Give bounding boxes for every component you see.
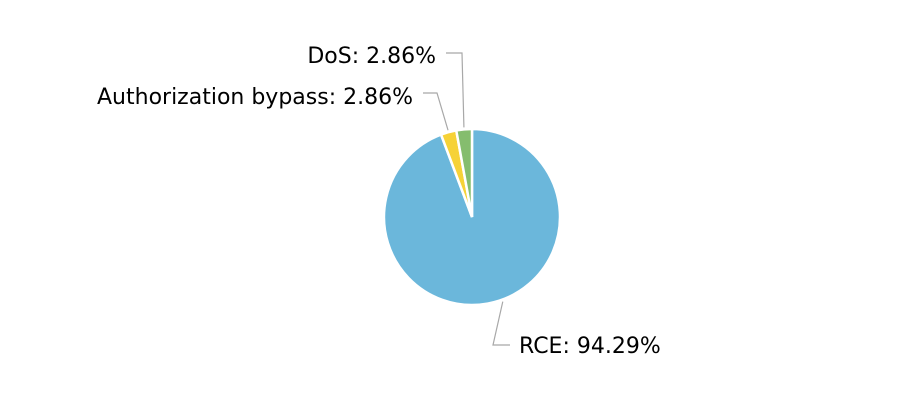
pie-slices <box>382 127 562 307</box>
pie-labels: RCE: 94.29% Authorization bypass: 2.86% … <box>97 44 661 359</box>
slice-label-dos: DoS: 2.86% <box>307 44 436 69</box>
leader-line-rce <box>492 301 510 346</box>
slice-label-rce: RCE: 94.29% <box>519 334 661 359</box>
pie-leader-lines <box>423 52 510 346</box>
slice-label-authorization-bypass: Authorization bypass: 2.86% <box>97 85 413 110</box>
slice-dos <box>454 127 474 218</box>
leader-line-dos <box>446 52 465 128</box>
leader-line-authorization-bypass <box>423 92 449 131</box>
